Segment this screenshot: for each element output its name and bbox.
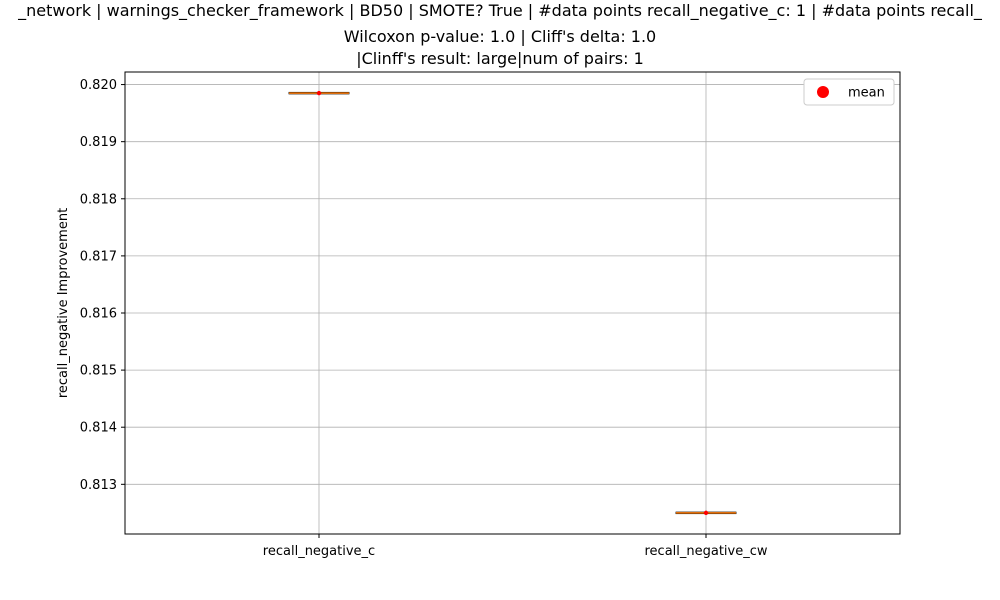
legend-mean-label: mean (848, 86, 885, 101)
legend: mean (803, 78, 895, 106)
title-line-3: |Clinff's result: large|num of pairs: 1 (356, 49, 644, 68)
y-tick-label: 0.820 (80, 78, 117, 93)
y-tick-label: 0.819 (80, 135, 117, 150)
box-plots (288, 90, 737, 516)
chart-title: _network | warnings_checker_framework | … (17, 1, 983, 68)
y-tick-label: 0.813 (80, 478, 117, 493)
x-axis: recall_negative_c recall_negative_cw (263, 534, 768, 559)
box-recall_negative_c (288, 90, 350, 96)
y-axis-label: recall_negative Improvement (56, 208, 71, 398)
x-tick-label: recall_negative_c (263, 544, 375, 559)
y-axis: 0.813 0.814 0.815 0.816 0.817 0.818 0.819 0.820 (80, 78, 125, 493)
y-tick-label: 0.818 (80, 192, 117, 207)
legend-frame (803, 78, 895, 106)
y-tick-label: 0.816 (80, 306, 117, 321)
mean-marker (316, 90, 322, 96)
y-tick-label: 0.817 (80, 249, 117, 264)
mean-marker (703, 510, 709, 516)
box-recall_negative_cw (675, 510, 737, 516)
plot-area (124, 71, 901, 535)
legend-mean-marker (817, 86, 829, 98)
x-tick-label: recall_negative_cw (644, 544, 767, 559)
grid-lines (125, 72, 900, 534)
y-tick-label: 0.814 (80, 421, 117, 436)
y-tick-label: 0.815 (80, 364, 117, 379)
title-line-2: Wilcoxon p-value: 1.0 | Cliff's delta: 1… (344, 27, 656, 46)
title-line-1: _network | warnings_checker_framework | … (17, 1, 983, 21)
